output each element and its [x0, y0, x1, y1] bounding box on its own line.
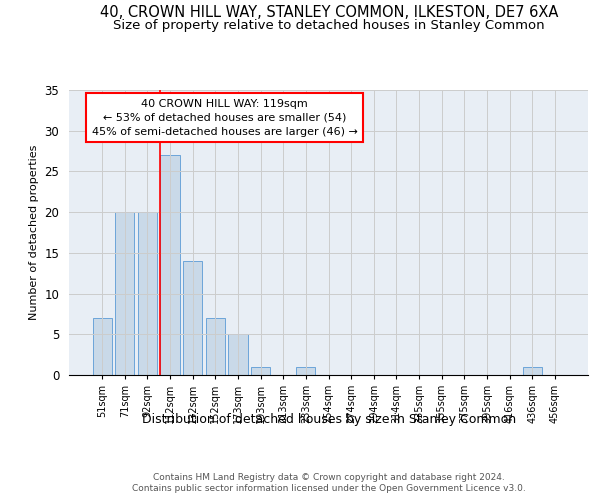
Bar [206, 318, 225, 375]
Text: 40, CROWN HILL WAY, STANLEY COMMON, ILKESTON, DE7 6XA: 40, CROWN HILL WAY, STANLEY COMMON, ILKE… [100, 5, 558, 20]
Text: Contains HM Land Registry data © Crown copyright and database right 2024.: Contains HM Land Registry data © Crown c… [153, 472, 505, 482]
Text: Distribution of detached houses by size in Stanley Common: Distribution of detached houses by size … [142, 412, 516, 426]
Bar [92, 318, 112, 375]
Bar [296, 367, 316, 375]
Bar [183, 261, 202, 375]
Text: Contains public sector information licensed under the Open Government Licence v3: Contains public sector information licen… [132, 484, 526, 493]
Bar [160, 155, 180, 375]
Bar [138, 212, 157, 375]
Bar [229, 334, 248, 375]
Text: 40 CROWN HILL WAY: 119sqm
← 53% of detached houses are smaller (54)
45% of semi-: 40 CROWN HILL WAY: 119sqm ← 53% of detac… [92, 98, 358, 136]
Bar [523, 367, 542, 375]
Bar [115, 212, 134, 375]
Bar [251, 367, 270, 375]
Y-axis label: Number of detached properties: Number of detached properties [29, 145, 39, 320]
Text: Size of property relative to detached houses in Stanley Common: Size of property relative to detached ho… [113, 18, 545, 32]
